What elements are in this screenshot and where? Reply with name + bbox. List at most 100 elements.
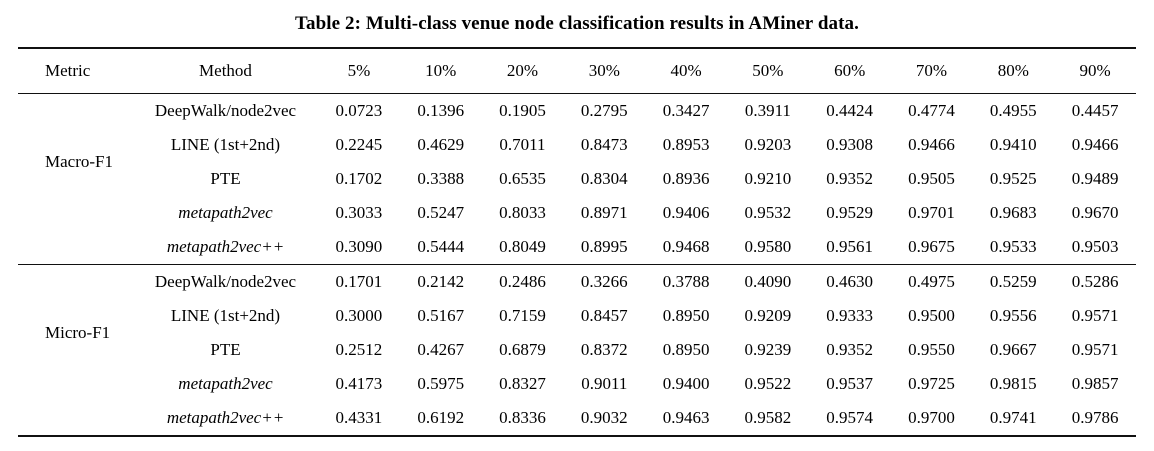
table-row: metapath2vec 0.3033 0.5247 0.8033 0.8971 0.94…	[18, 196, 1136, 230]
value-cell: 0.8953	[662, 135, 710, 154]
value-cell: 0.8372	[580, 340, 628, 359]
table-row: metapath2vec 0.4173 0.5975 0.8327 0.9011 0.94…	[18, 367, 1136, 401]
value-cell: 0.9210	[744, 169, 792, 188]
value-cell: 0.8049	[499, 237, 546, 256]
value-cell: 0.9505	[908, 169, 955, 188]
value-cell: 0.4774	[908, 101, 955, 120]
value-cell: 0.9525	[989, 169, 1037, 188]
metric-label-text: Macro-F1	[45, 152, 113, 171]
column-header-metric: Metric	[45, 61, 91, 80]
method-label: metapath2vec++	[166, 237, 285, 256]
value-cell: 0.4090	[744, 272, 792, 291]
value-cell: 0.4424	[826, 101, 874, 120]
method-label: metapath2vec	[178, 203, 273, 222]
value-cell: 0.9522	[744, 374, 792, 393]
section-micro-f1: Micro-F1 DeepWalk/node2vec 0.1701 0.2142 0.2…	[18, 265, 1136, 437]
value-cell: 0.9503	[1071, 237, 1119, 256]
value-cell: 0.9725	[908, 374, 955, 393]
value-cell: 0.9580	[744, 237, 792, 256]
value-cell: 0.9670	[1071, 203, 1119, 222]
value-cell: 0.3266	[580, 272, 628, 291]
table-caption: Table 2: Multi-class venue node classifi…	[294, 13, 859, 34]
value-cell: 0.9466	[908, 135, 955, 154]
value-cell: 0.9675	[908, 237, 955, 256]
table-row: Macro-F1 DeepWalk/node2vec 0.0723 0.1396 0.1…	[18, 94, 1136, 171]
value-cell: 0.9582	[744, 408, 792, 427]
method-label: metapath2vec++	[166, 408, 285, 427]
value-cell: 0.9700	[908, 408, 955, 427]
value-cell: 0.9574	[826, 408, 874, 427]
value-cell: 0.7159	[499, 306, 546, 325]
value-cell: 0.8327	[499, 374, 546, 393]
value-cell: 0.4267	[417, 340, 465, 359]
value-cell: 0.3911	[744, 101, 791, 120]
column-header-30pct: 30%	[588, 61, 620, 80]
value-cell: 0.9667	[989, 340, 1037, 359]
column-header-80pct: 80%	[997, 61, 1029, 80]
table-row: metapath2vec++ 0.3090 0.5444 0.8049 0.8995 0.…	[18, 230, 1136, 265]
value-cell: 0.8473	[580, 135, 628, 154]
value-cell: 0.8971	[580, 203, 628, 222]
value-cell: 0.9550	[908, 340, 955, 359]
value-cell: 0.9533	[989, 237, 1037, 256]
value-cell: 0.9786	[1071, 408, 1119, 427]
value-cell: 0.2795	[580, 101, 628, 120]
value-cell: 0.3427	[662, 101, 710, 120]
value-cell: 0.9537	[826, 374, 874, 393]
table-row: LINE (1st+2nd) 0.3000 0.5167 0.7159 0.8457 0.…	[18, 299, 1136, 333]
value-cell: 0.9333	[826, 306, 874, 325]
value-cell: 0.6192	[417, 408, 465, 427]
metric-label: Micro-F1	[18, 265, 133, 437]
value-cell: 0.1701	[335, 272, 383, 291]
value-cell: 0.8336	[499, 408, 546, 427]
value-cell: 0.9741	[989, 408, 1037, 427]
value-cell: 0.9556	[989, 306, 1037, 325]
value-cell: 0.1396	[417, 101, 465, 120]
value-cell: 0.1702	[335, 169, 383, 188]
value-cell: 0.9815	[989, 374, 1037, 393]
value-cell: 0.9466	[1071, 135, 1119, 154]
value-cell: 0.9406	[662, 203, 710, 222]
value-cell: 0.5975	[417, 374, 465, 393]
method-label: PTE	[210, 169, 241, 188]
value-cell: 0.9410	[989, 135, 1037, 154]
method-label: DeepWalk/node2vec	[154, 272, 297, 291]
value-cell: 0.8304	[580, 169, 628, 188]
column-header-70pct: 70%	[915, 61, 948, 80]
value-cell: 0.4955	[989, 101, 1037, 120]
table-row: LINE (1st+2nd) 0.2245 0.4629 0.7011 0.8473 0.…	[18, 128, 1136, 162]
value-cell: 0.5167	[417, 306, 465, 325]
column-header-40pct: 40%	[670, 61, 702, 80]
value-cell: 0.2142	[417, 272, 465, 291]
table-row: PTE 0.2512 0.4267 0.6879 0.8372 0.8950 0.9239 0…	[18, 333, 1136, 367]
column-header-90pct: 90%	[1079, 61, 1111, 80]
results-table: Metric Method 5% 10% 20% 30% 40% 50% 60%…	[18, 47, 1136, 437]
value-cell: 0.3788	[662, 272, 710, 291]
header-row: Metric Method 5% 10% 20% 30% 40% 50% 60%…	[18, 48, 1136, 94]
value-cell: 0.5444	[417, 237, 465, 256]
value-cell: 0.1905	[499, 101, 546, 120]
value-cell: 0.9857	[1071, 374, 1119, 393]
value-cell: 0.2486	[499, 272, 546, 291]
column-header-60pct: 60%	[834, 61, 866, 80]
value-cell: 0.9683	[989, 203, 1037, 222]
value-cell: 0.8995	[580, 237, 628, 256]
value-cell: 0.9463	[662, 408, 710, 427]
value-cell: 0.9032	[580, 408, 628, 427]
value-cell: 0.3090	[335, 237, 383, 256]
value-cell: 0.2512	[335, 340, 383, 359]
table-header: Metric Method 5% 10% 20% 30% 40% 50% 60%…	[18, 48, 1136, 94]
value-cell: 0.8033	[499, 203, 546, 222]
column-header-5pct: 5%	[347, 61, 371, 80]
value-cell: 0.9203	[744, 135, 792, 154]
value-cell: 0.6535	[499, 169, 546, 188]
value-cell: 0.7011	[499, 135, 546, 154]
value-cell: 0.5286	[1071, 272, 1119, 291]
value-cell: 0.4630	[826, 272, 874, 291]
value-cell: 0.9701	[908, 203, 955, 222]
value-cell: 0.9400	[662, 374, 710, 393]
value-cell: 0.3000	[335, 306, 383, 325]
value-cell: 0.9308	[826, 135, 874, 154]
value-cell: 0.9209	[744, 306, 792, 325]
value-cell: 0.3033	[335, 203, 383, 222]
